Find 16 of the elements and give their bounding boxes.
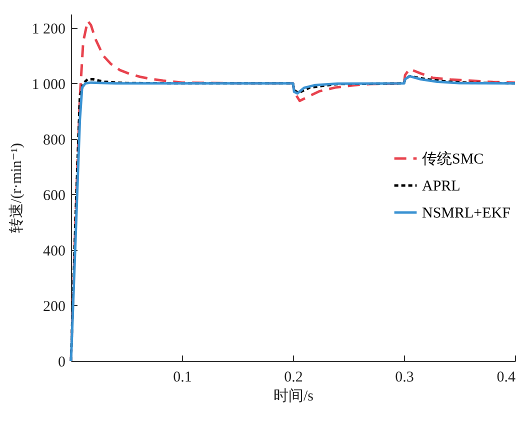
y-tick-label: 1 000 [32,76,66,93]
y-tick-label: 0 [58,354,66,370]
legend-label: APRL [422,178,460,194]
y-tick-label: 1 200 [32,21,66,38]
y-axis-title: 转速/(r·min⁻¹) [8,143,25,233]
y-tick-label: 400 [43,243,66,260]
x-tick-label: 0.2 [284,370,303,386]
x-tick-label: 0.3 [395,370,414,386]
y-tick-label: 800 [43,132,66,148]
legend-label: 传统SMC [422,150,484,168]
x-tick-label: 0.1 [173,370,192,386]
legend-label: NSMRL+EKF [422,206,510,222]
x-tick-label: 0.4 [496,370,516,386]
y-tick-label: 200 [43,298,66,315]
x-axis-title: 时间/s [273,388,314,404]
y-tick-label: 600 [43,188,66,204]
